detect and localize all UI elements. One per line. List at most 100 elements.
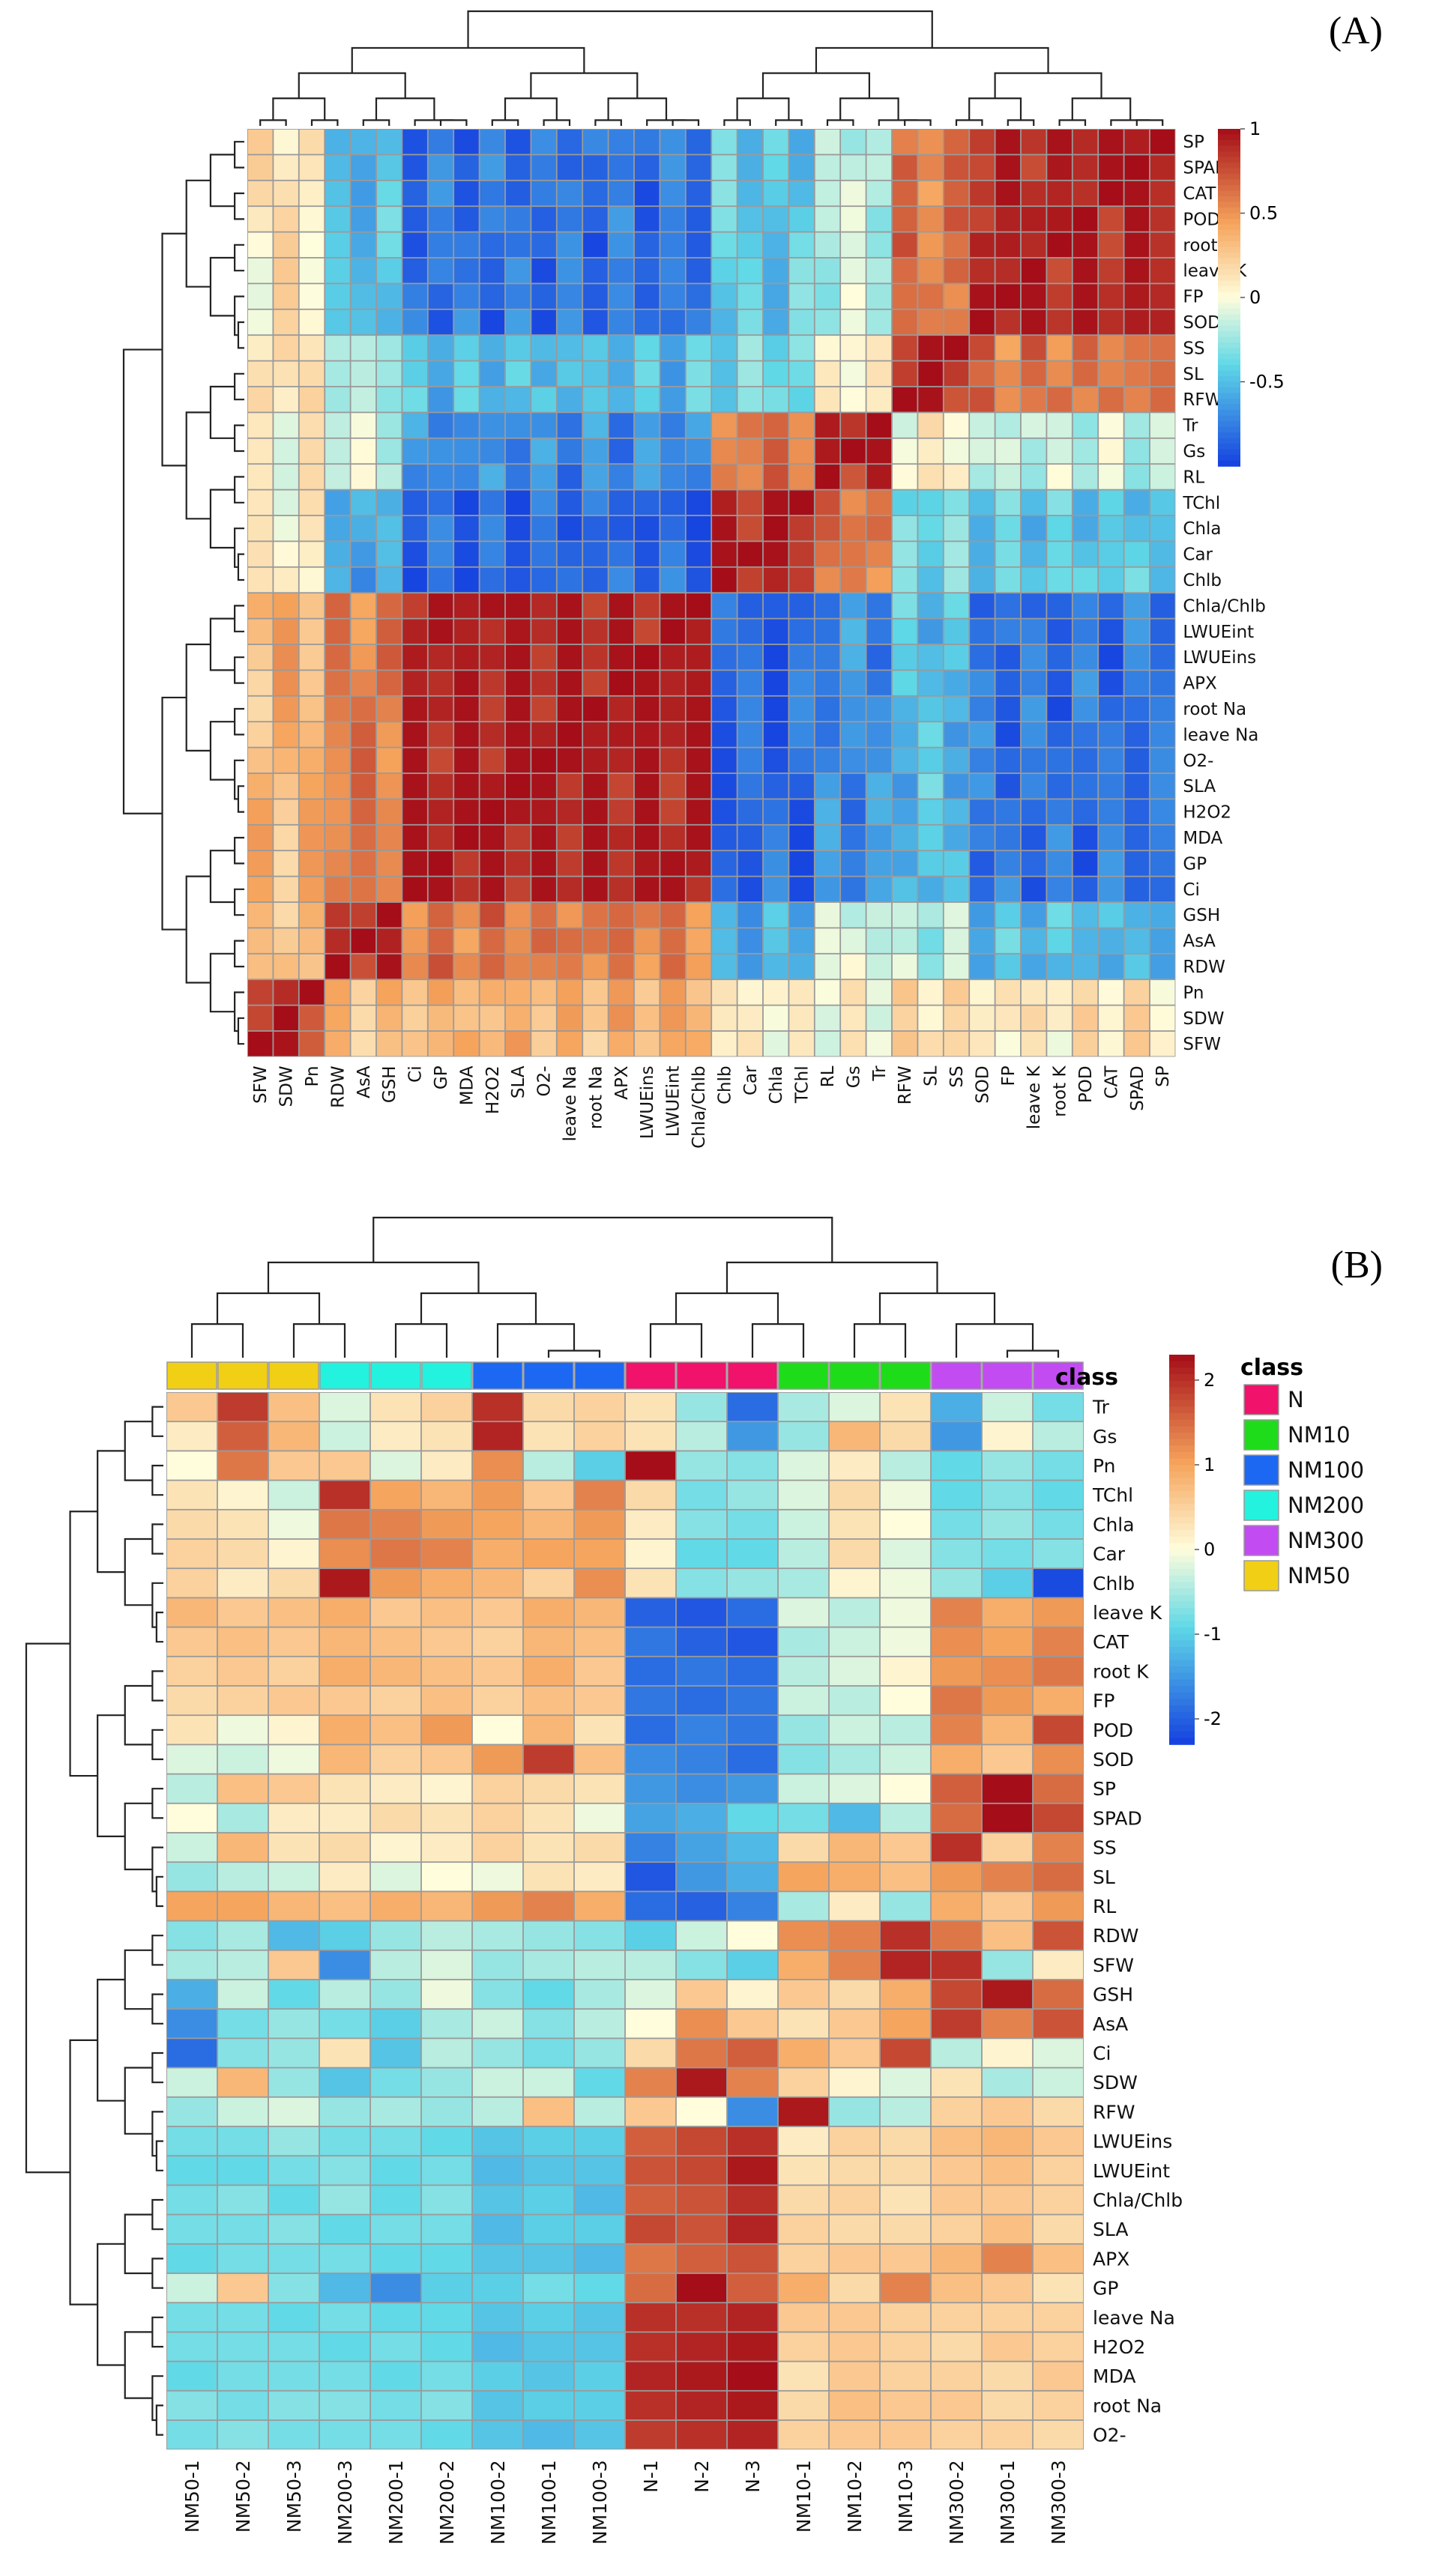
heatmap-cell <box>789 825 814 850</box>
heatmap-cell <box>625 1921 676 1950</box>
colorbar-segment <box>1218 235 1240 242</box>
heatmap-cell <box>480 413 505 438</box>
row-label: Tr <box>1092 1397 1110 1418</box>
heatmap-cell <box>918 413 943 438</box>
column-label: NM300-3 <box>1048 2460 1070 2545</box>
heatmap-cell <box>523 1774 574 1803</box>
heatmap-cell <box>609 232 634 258</box>
heatmap-cell <box>574 1510 625 1539</box>
colorbar-segment <box>1169 1699 1195 1706</box>
heatmap-cell <box>763 980 788 1005</box>
heatmap-cell <box>625 2010 676 2038</box>
heatmap-cell <box>376 799 402 824</box>
heatmap-cell <box>778 1481 829 1509</box>
colorbar-segment <box>1169 1614 1195 1622</box>
heatmap-cell <box>1033 1716 1084 1744</box>
heatmap-cell <box>931 1863 982 1891</box>
colorbar-segment <box>1169 1439 1195 1447</box>
heatmap-cell <box>763 877 788 902</box>
heatmap-cell <box>880 2097 931 2126</box>
heatmap-cell <box>523 1980 574 2009</box>
heatmap-cell <box>982 1892 1033 1920</box>
heatmap-cell <box>737 902 763 928</box>
heatmap-cell <box>217 1510 268 1539</box>
colorbar-segment <box>1169 1569 1195 1576</box>
heatmap-cell <box>1021 232 1046 258</box>
heatmap-cell <box>634 309 660 335</box>
heatmap-cell <box>982 1950 1033 1980</box>
heatmap-cell <box>1021 1006 1046 1031</box>
heatmap-cell <box>480 722 505 747</box>
colorbar-segment <box>1169 1413 1195 1421</box>
heatmap-cell <box>944 490 969 515</box>
heatmap-cell <box>712 129 737 154</box>
heatmap-cell <box>1021 722 1046 747</box>
heatmap-cell <box>727 1745 778 1774</box>
heatmap-cell <box>763 567 788 593</box>
heatmap-cell <box>686 309 711 335</box>
heatmap-cell <box>1099 593 1123 618</box>
heatmap-cell <box>370 1803 421 1833</box>
colorbar-segment <box>1169 1394 1195 1401</box>
column-label: Gs <box>844 1065 863 1088</box>
heatmap-cell <box>829 2332 880 2361</box>
heatmap-cell <box>1047 181 1072 206</box>
heatmap-cell <box>1033 2126 1084 2156</box>
heatmap-cell <box>829 2126 880 2156</box>
heatmap-cell <box>712 593 737 618</box>
heatmap-cell <box>727 2391 778 2420</box>
heatmap-cell <box>480 438 505 464</box>
row-label: Chlb <box>1183 571 1222 590</box>
heatmap-cell <box>660 438 685 464</box>
heatmap-cell <box>1150 387 1175 412</box>
heatmap-cell <box>866 1006 892 1031</box>
heatmap-cell <box>166 1539 217 1568</box>
heatmap-cell <box>634 1006 660 1031</box>
heatmap-cell <box>727 2186 778 2214</box>
colorbar-segment <box>1169 1433 1195 1440</box>
heatmap-cell <box>815 567 840 593</box>
heatmap-cell <box>351 1006 376 1031</box>
heatmap-cell <box>299 954 325 979</box>
heatmap-cell <box>1124 671 1150 695</box>
heatmap-cell <box>892 644 917 670</box>
heatmap-cell <box>918 1031 943 1056</box>
row-label: TChl <box>1182 494 1220 513</box>
heatmap-cell <box>763 748 788 773</box>
colorbar-segment <box>1169 1562 1195 1570</box>
row-label: RFW <box>1093 2101 1135 2123</box>
heatmap-cell <box>268 2010 319 2038</box>
heatmap-cell <box>995 336 1021 360</box>
heatmap-cell <box>472 1451 523 1480</box>
heatmap-cell <box>982 1510 1033 1539</box>
heatmap-cell <box>454 671 479 695</box>
heatmap-cell <box>370 2126 421 2156</box>
heatmap-cell <box>763 928 788 953</box>
heatmap-cell <box>454 928 479 953</box>
heatmap-cell <box>944 954 969 979</box>
heatmap-cell <box>880 1422 931 1451</box>
heatmap-cell <box>944 309 969 335</box>
heatmap-cell <box>970 438 995 464</box>
heatmap-cell <box>778 1774 829 1803</box>
heatmap-cell <box>217 2244 268 2273</box>
row-label: SLA <box>1093 2219 1128 2240</box>
heatmap-cell <box>737 438 763 464</box>
row-label: AsA <box>1093 2013 1128 2035</box>
heatmap-cell <box>421 1657 472 1686</box>
heatmap-cell <box>523 1716 574 1744</box>
heatmap-cell <box>1099 258 1123 283</box>
heatmap-cell <box>370 1569 421 1597</box>
heatmap-cell <box>829 2039 880 2067</box>
heatmap-cell <box>892 155 917 180</box>
colorbar-segment <box>1169 1549 1195 1557</box>
heatmap-cell <box>982 1451 1033 1480</box>
heatmap-cell <box>931 1598 982 1627</box>
heatmap-cell <box>944 387 969 412</box>
class-legend-swatch <box>1243 1419 1279 1451</box>
heatmap-cell <box>217 2126 268 2156</box>
heatmap-cell <box>247 722 273 747</box>
row-label: SDW <box>1183 1009 1224 1029</box>
heatmap-cell <box>1021 181 1046 206</box>
heatmap-cell <box>1073 387 1098 412</box>
